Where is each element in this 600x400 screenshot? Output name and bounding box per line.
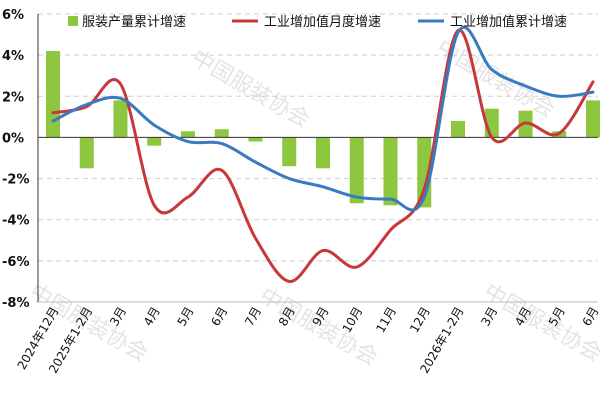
y-tick-label: -6%: [2, 255, 29, 270]
x-tick-label: 6月: [208, 305, 230, 329]
x-tick-label: 10月: [340, 305, 366, 336]
bar-8: [316, 137, 330, 169]
bar-2: [113, 100, 128, 138]
bar-10: [383, 137, 398, 206]
bar-6: [248, 137, 263, 142]
legend-label: 工业增加值月度增速: [264, 14, 381, 30]
bar-5: [214, 129, 229, 138]
legend-label: 服装产量累计增速: [82, 15, 186, 30]
x-tick-label: 4月: [141, 305, 163, 329]
watermark-text: 中国服装协会: [187, 46, 314, 134]
x-tick-label: 5月: [175, 305, 197, 329]
x-tick-label: 6月: [580, 305, 600, 329]
bar-12: [451, 120, 465, 138]
y-tick-label: -4%: [2, 214, 29, 229]
y-tick-label: 4%: [2, 49, 24, 64]
legend-label: 工业增加值累计增速: [450, 14, 567, 30]
series-line-0: [51, 28, 595, 283]
bar-1: [79, 137, 94, 169]
bar-0: [46, 51, 60, 138]
y-tick-label: -2%: [2, 173, 29, 188]
bar-7: [282, 137, 297, 167]
x-tick-label: 11月: [373, 305, 399, 336]
series-line-1: [51, 25, 595, 212]
bar-16: [586, 100, 600, 138]
y-tick-label: -8%: [2, 296, 29, 311]
x-tick-label: 12月: [407, 305, 433, 336]
bar-4: [181, 131, 195, 138]
bar-9: [349, 137, 364, 204]
legend-swatch: [68, 16, 78, 26]
y-tick-label: 2%: [2, 90, 24, 105]
y-tick-label: 6%: [2, 8, 24, 23]
y-tick-label: 0%: [2, 131, 24, 146]
bar-3: [147, 137, 162, 146]
